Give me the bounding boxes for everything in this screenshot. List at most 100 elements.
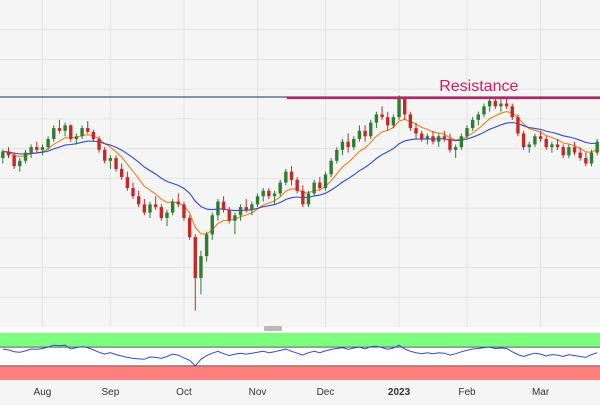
- candle-body: [187, 218, 192, 238]
- candle-body: [335, 149, 339, 161]
- candle-body: [125, 177, 130, 189]
- candle-body: [114, 158, 118, 169]
- candle-body: [250, 204, 254, 210]
- candle-body: [103, 149, 107, 161]
- candle-body: [527, 144, 531, 148]
- candle-body: [272, 193, 277, 197]
- candle-body: [448, 138, 452, 150]
- candle-body: [306, 193, 311, 205]
- candle-body: [578, 152, 582, 159]
- candle-body: [538, 136, 543, 139]
- candle-body: [289, 171, 294, 180]
- candle-body: [544, 138, 548, 148]
- x-tick-label: Aug: [34, 387, 52, 398]
- x-tick-label: Sep: [101, 387, 119, 398]
- candle-body: [97, 138, 101, 150]
- candle-body: [23, 152, 28, 161]
- candle-body: [561, 147, 565, 156]
- candle-body: [193, 237, 197, 278]
- x-tick-label: 2023: [388, 387, 411, 398]
- oscillator-overbought-band: [0, 333, 600, 348]
- candle-body: [136, 196, 141, 205]
- candle-body: [12, 155, 16, 167]
- candle-body: [550, 144, 554, 148]
- candle-body: [487, 100, 492, 107]
- candle-body: [80, 128, 84, 137]
- candle-body: [420, 133, 424, 139]
- candle-body: [91, 131, 96, 139]
- x-tick-label: Dec: [317, 387, 335, 398]
- candle-body: [199, 256, 203, 278]
- candle-body: [352, 138, 356, 148]
- oscillator-oversold-band: [0, 365, 600, 380]
- candle-body: [584, 158, 588, 164]
- candle-body: [329, 160, 333, 175]
- candle-body: [46, 138, 50, 148]
- candle-body: [391, 117, 396, 126]
- candle-body: [35, 147, 39, 150]
- candle-body: [363, 130, 367, 137]
- candle-body: [493, 100, 497, 107]
- x-axis: Aug Sep Oct Nov Dec 2023 Feb Mar: [34, 387, 550, 398]
- candle-body: [204, 234, 209, 257]
- candle-body: [408, 114, 413, 129]
- candle-body: [1, 151, 5, 159]
- moving-averages: [2, 111, 598, 235]
- candle-body: [465, 128, 469, 137]
- candle-body: [29, 147, 33, 153]
- candle-body: [227, 209, 231, 221]
- candle-body: [346, 141, 350, 148]
- candle-body: [86, 128, 90, 132]
- candle-body: [182, 204, 186, 218]
- candle-body: [374, 114, 379, 123]
- candle-body: [369, 122, 373, 137]
- candle-body: [459, 136, 464, 148]
- candle-body: [120, 168, 124, 178]
- resistance-label: Resistance: [439, 78, 518, 95]
- annotations: Resistance: [0, 78, 600, 100]
- pane-resize-handle[interactable]: [264, 326, 282, 331]
- candle-body: [442, 136, 447, 139]
- oscillator-line: [2, 344, 598, 367]
- candle-body: [165, 212, 169, 218]
- candle-body: [482, 106, 486, 115]
- candle-body: [278, 182, 282, 194]
- candle-body: [516, 117, 520, 134]
- candle-body: [589, 152, 594, 164]
- panel-separator: [0, 327, 600, 333]
- candle-body: [142, 204, 147, 213]
- candle-body: [159, 207, 164, 218]
- fast-ma-line: [2, 111, 598, 235]
- candle-body: [567, 147, 571, 156]
- candle-body: [533, 136, 537, 145]
- candle-body: [108, 158, 113, 161]
- candle-body: [357, 130, 362, 139]
- candle-body: [216, 201, 220, 216]
- x-tick-label: Mar: [532, 387, 550, 398]
- candle-body: [238, 207, 243, 216]
- candle-body: [414, 128, 418, 134]
- oscillator-neutral-band: [0, 347, 600, 366]
- candle-body: [63, 125, 67, 131]
- candle-body: [255, 196, 260, 205]
- candle-body: [295, 179, 299, 191]
- candle-body: [572, 147, 577, 153]
- candle-body: [40, 147, 45, 150]
- candle-body: [318, 182, 322, 189]
- candle-body: [233, 215, 237, 221]
- candle-body: [397, 98, 401, 118]
- grid: [0, 0, 600, 327]
- price-panel-bg: [0, 0, 600, 327]
- candle-body: [425, 136, 430, 139]
- candles: [1, 95, 599, 311]
- oscillator-panel: [0, 333, 600, 380]
- candle-body: [403, 98, 407, 115]
- candle-body: [436, 136, 441, 142]
- candle-body: [312, 182, 316, 194]
- candle-body: [470, 119, 475, 129]
- candle-body: [521, 133, 526, 148]
- candle-body: [69, 125, 73, 139]
- candle-body: [153, 204, 158, 208]
- candle-body: [267, 190, 271, 197]
